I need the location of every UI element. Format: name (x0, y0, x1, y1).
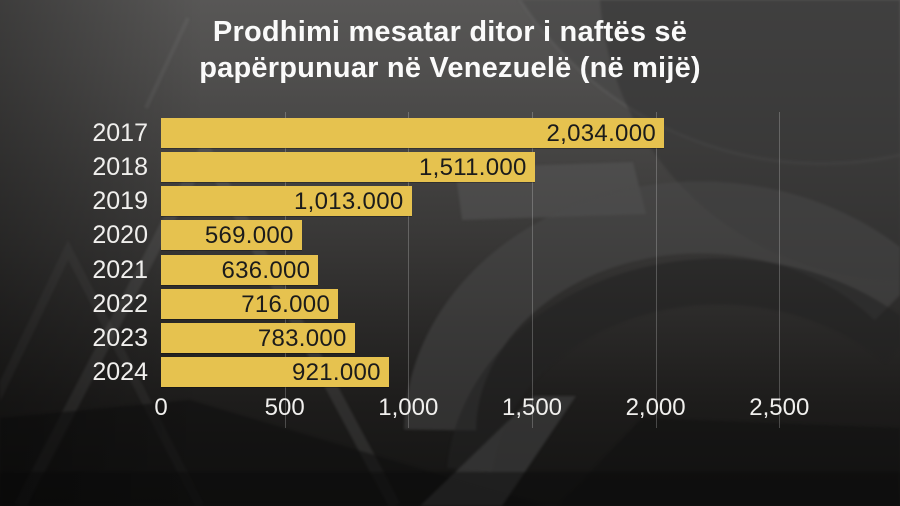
category-label-2020: 2020 (92, 221, 148, 250)
x-tick-0: 0 (154, 394, 168, 421)
bar-2019: 1,013.000 (161, 186, 412, 216)
backdrop-ring-shadow (447, 258, 900, 473)
backdrop-disc-rim (518, 0, 900, 166)
gridline-1500 (532, 112, 533, 428)
chart-title: Prodhimi mesatar ditor i naftës së papër… (0, 14, 900, 86)
bar-value-2019: 1,013.000 (294, 188, 404, 215)
gridline-2500 (779, 112, 781, 428)
bar-value-2024: 921.000 (291, 359, 381, 387)
x-tick-1,500: 1,500 (501, 394, 563, 421)
bar-value-2017: 2,034.000 (546, 119, 656, 147)
bar-value-2021: 636.000 (221, 256, 311, 284)
bar-2022: 716.000 (161, 288, 339, 319)
gridline-1000 (408, 112, 410, 428)
backdrop-slab-bottom-right (558, 418, 900, 506)
category-label-2019: 2019 (92, 187, 148, 215)
chart-title-line2: papërpunuar në Venezuelë (në mijë) (199, 52, 701, 84)
backdrop-a-outline-large (14, 137, 401, 506)
backdrop-base-shadow (0, 472, 900, 506)
category-label-2024: 2024 (92, 358, 148, 387)
backdrop-disc-inner (600, 0, 900, 281)
x-tick-500: 500 (264, 394, 305, 421)
bar-2023: 783.000 (161, 323, 355, 353)
backdrop-slab-bottom-left (0, 400, 545, 506)
bar-value-2022: 716.000 (241, 290, 331, 318)
x-tick-2,000: 2,000 (625, 394, 686, 421)
bar-2021: 636.000 (161, 254, 319, 285)
backdrop-ring-band (404, 181, 900, 432)
chart-title-line1: Prodhimi mesatar ditor i naftës së (212, 16, 688, 48)
bar-2020: 569.000 (161, 220, 302, 251)
category-label-2018: 2018 (92, 152, 148, 181)
x-tick-2,500: 2,500 (749, 394, 810, 421)
backdrop-streak (144, 17, 190, 109)
backdrop-disc-fill (520, 0, 900, 164)
bar-2018: 1,511.000 (161, 151, 535, 182)
bar-value-2018: 1,511.000 (418, 153, 527, 181)
category-label-2023: 2023 (92, 324, 148, 352)
bar-value-2020: 569.000 (204, 222, 294, 250)
bar-2024: 921.000 (161, 357, 389, 388)
category-label-2021: 2021 (92, 255, 148, 284)
backdrop-sliver (420, 396, 576, 506)
x-tick-1,000: 1,000 (378, 394, 439, 421)
category-label-2017: 2017 (92, 118, 148, 147)
bar-2017: 2,034.000 (161, 117, 664, 148)
bar-value-2023: 783.000 (257, 325, 347, 352)
gridline-2000 (655, 112, 657, 428)
category-label-2022: 2022 (92, 289, 148, 318)
